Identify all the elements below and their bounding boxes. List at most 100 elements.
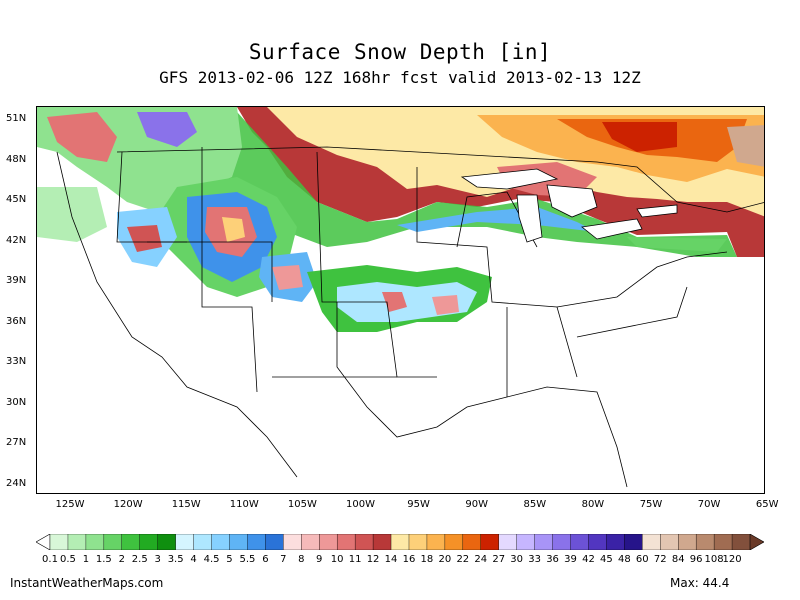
legend-label-60: 60 [635,554,649,565]
credit-text: InstantWeatherMaps.com [10,576,164,590]
legend-under-arrow [36,534,51,550]
lon-label-110W: 110W [229,499,259,510]
legend-label-1.5: 1.5 [95,554,112,565]
lon-label-80W: 80W [581,499,605,510]
legend-label-36: 36 [546,554,559,565]
legend-label-2.5: 2.5 [131,554,148,565]
legend-swatch-27 [534,534,554,550]
legend-swatch-21 [426,534,446,550]
legend-label-108: 108 [704,554,724,565]
legend-label-5.5: 5.5 [239,554,256,565]
legend-swatch-18 [372,534,392,550]
lon-label-70W: 70W [697,499,721,510]
max-value-label: Max: 44.4 [670,576,730,590]
legend-label-9: 9 [316,554,323,565]
legend-swatch-7 [175,534,195,550]
lat-label-36N: 36N [6,315,27,327]
legend-label-18: 18 [420,554,434,565]
legend-swatch-19 [390,534,410,550]
lon-label-115W: 115W [171,499,201,510]
legend-label-27: 27 [492,554,506,565]
legend-label-3: 3 [154,554,161,565]
legend-label-10: 10 [330,554,344,565]
snow-depth-map [36,106,765,494]
legend-swatch-34 [660,534,679,550]
legend-label-4.5: 4.5 [203,554,220,565]
legend-swatch-28 [552,534,572,550]
lon-label-125W: 125W [55,499,85,510]
legend-label-12: 12 [366,554,380,565]
legend-label-48: 48 [617,554,631,565]
legend-swatch-13 [283,534,302,550]
legend-swatch-38 [731,534,751,550]
lon-label-75W: 75W [639,499,663,510]
legend-swatch-32 [624,534,643,550]
legend-label-45: 45 [600,554,613,565]
lon-label-65W: 65W [755,499,779,510]
legend-label-72: 72 [653,554,667,565]
legend-label-84: 84 [671,554,685,565]
legend-label-0.1: 0.1 [42,554,58,565]
lat-label-24N: 24N [6,477,27,489]
lon-label-105W: 105W [287,499,317,510]
legend-swatch-26 [516,534,536,550]
legend-label-20: 20 [438,554,452,565]
lat-label-39N: 39N [6,275,27,286]
legend-swatch-8 [193,534,213,550]
legend-swatch-14 [301,534,320,550]
legend-over-arrow [749,534,764,550]
legend-label-24: 24 [474,554,488,565]
legend-label-1: 1 [82,554,90,565]
lat-label-45N: 45N [6,194,27,205]
legend-swatch-1 [67,534,87,550]
legend-swatch-9 [211,534,230,550]
legend-swatch-5 [139,534,159,550]
legend-label-16: 16 [402,554,416,565]
legend-swatch-22 [444,534,464,550]
legend-swatch-10 [229,534,248,550]
legend-label-42: 42 [582,554,595,565]
map-title: Surface Snow Depth [in] [248,40,552,64]
legend-label-30: 30 [510,554,524,565]
legend-swatch-12 [265,534,284,550]
legend-label-33: 33 [528,554,541,565]
legend-label-96: 96 [689,554,703,565]
legend-label-0.5: 0.5 [59,554,76,565]
legend-label-2: 2 [118,554,125,565]
legend-label-3.5: 3.5 [167,554,184,565]
map-subtitle: GFS 2013-02-06 12Z 168hr fcst valid 2013… [159,68,641,87]
great-lakes [460,168,678,243]
lat-label-48N: 48N [6,153,27,165]
legend-label-8: 8 [298,554,305,565]
legend-label-14: 14 [384,554,398,565]
lat-label-51N: 51N [6,113,27,124]
plains-snow-band [307,265,492,332]
northern-snow-band [207,112,737,257]
lat-label-27N: 27N [6,437,27,448]
legend-swatch-36 [695,534,715,550]
legend-swatch-4 [121,534,141,550]
legend-label-4: 4 [190,554,197,565]
legend-label-11: 11 [348,554,362,565]
legend-swatch-23 [462,534,482,550]
lon-label-100W: 100W [346,499,375,510]
legend-swatch-17 [354,534,374,550]
legend-swatch-15 [319,534,338,550]
legend-swatch-25 [498,534,518,550]
lat-label-33N: 33N [6,356,27,367]
rockies-snow [37,107,317,302]
legend-swatch-20 [408,534,428,550]
legend-swatch-0 [49,534,69,550]
legend-swatch-29 [570,534,589,550]
lon-label-120W: 120W [113,499,143,510]
legend-label-120: 120 [722,554,742,565]
legend-swatch-2 [85,534,105,550]
legend-label-22: 22 [456,554,470,565]
legend-label-7: 7 [280,554,287,565]
legend-swatch-35 [678,534,697,550]
legend-swatch-11 [247,534,266,550]
lon-label-85W: 85W [523,499,547,510]
lat-label-30N: 30N [6,396,27,408]
legend-swatch-30 [588,534,607,550]
lat-label-42N: 42N [6,234,27,246]
